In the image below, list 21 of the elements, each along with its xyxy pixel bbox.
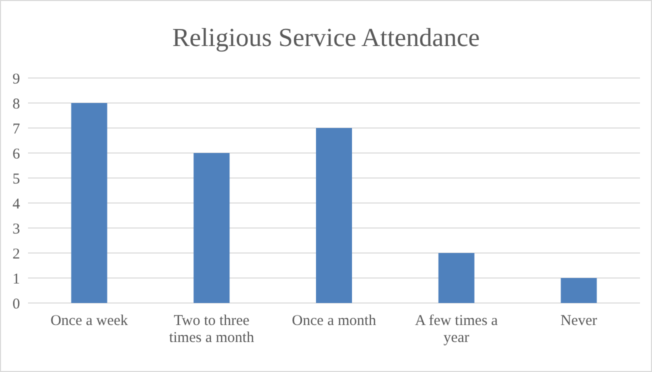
- bar: [438, 253, 474, 303]
- y-tick-label: 9: [12, 71, 20, 88]
- y-tick-label: 5: [12, 171, 20, 188]
- y-tick-label: 7: [12, 121, 20, 138]
- y-tick-label: 3: [12, 221, 20, 238]
- y-tick-label: 4: [12, 196, 20, 212]
- x-tick-label: Once a week: [50, 313, 128, 329]
- chart-title: Religious Service Attendance: [172, 23, 480, 52]
- y-tick-label: 2: [12, 246, 20, 262]
- y-tick-label: 8: [12, 96, 20, 112]
- x-tick-label: Two to three times a month: [169, 313, 255, 346]
- y-tick-label: 0: [12, 296, 20, 312]
- bar: [71, 103, 108, 303]
- bar: [194, 153, 230, 303]
- x-tick-label: A few times a year: [414, 313, 498, 346]
- x-tick-label: Never: [560, 313, 598, 329]
- bar: [316, 128, 352, 303]
- x-tick-label: Once a month: [292, 313, 377, 329]
- bar: [560, 278, 597, 303]
- y-tick-label: 6: [12, 146, 20, 162]
- y-tick-label: 1: [12, 271, 20, 288]
